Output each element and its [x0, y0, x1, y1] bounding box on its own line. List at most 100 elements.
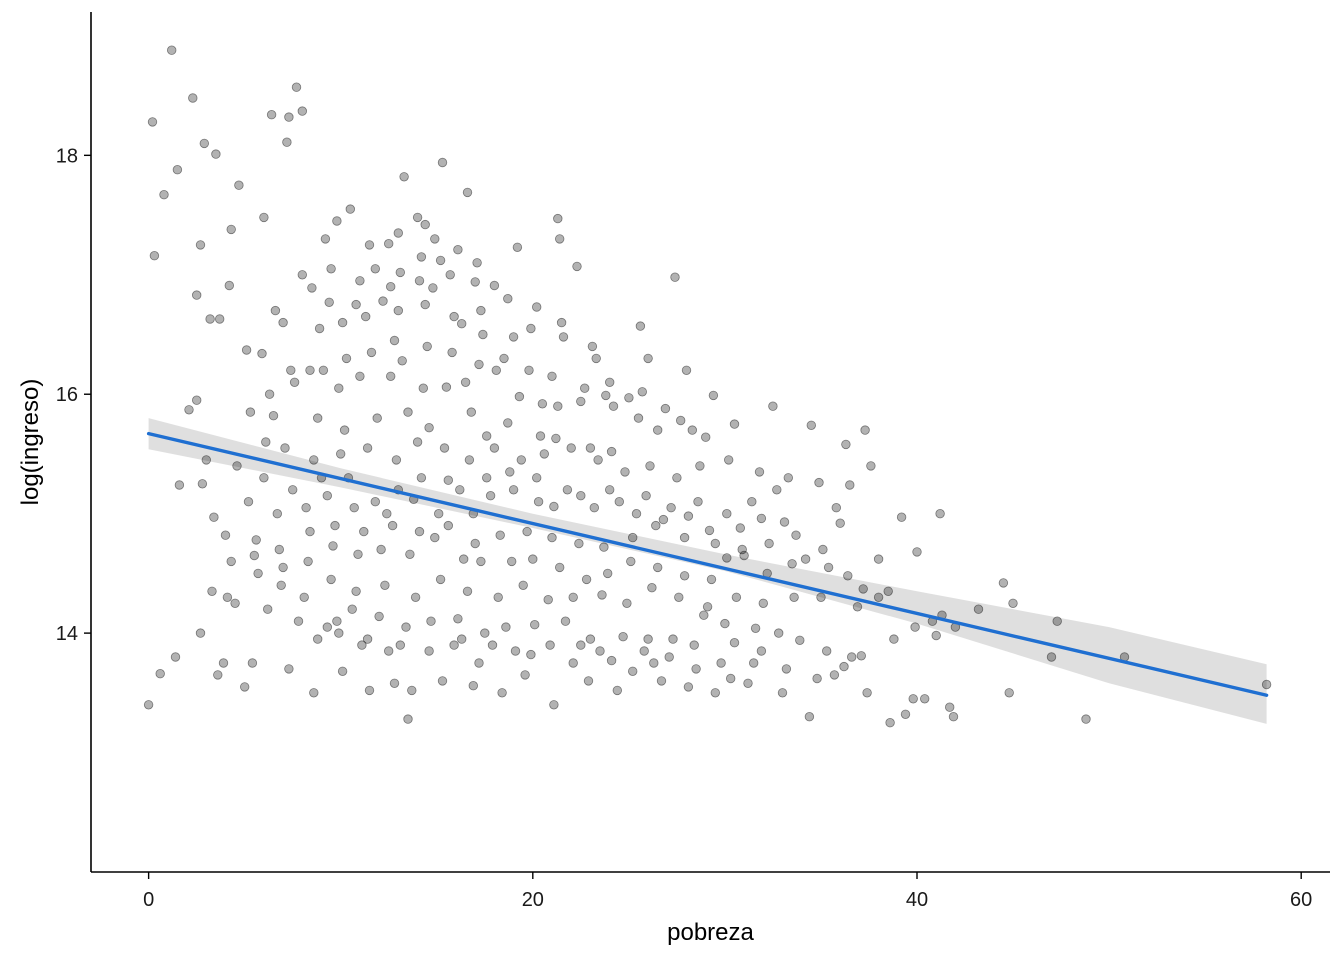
- scatter-point: [416, 473, 427, 483]
- scatter-point: [1046, 652, 1057, 662]
- scatter-point: [693, 497, 703, 507]
- scatter-point: [603, 568, 613, 579]
- x-tick-label: 60: [1290, 889, 1312, 911]
- scatter-point: [566, 443, 576, 453]
- scatter-point: [683, 682, 694, 692]
- scatter-point: [510, 646, 521, 656]
- scatter-point: [576, 396, 586, 407]
- scatter-point: [443, 520, 454, 531]
- scatter-point: [726, 673, 736, 684]
- scatter-point: [441, 382, 452, 392]
- scatter-point: [372, 413, 382, 423]
- scatter-point: [612, 685, 623, 696]
- scatter-point: [920, 694, 930, 704]
- scatter-point: [334, 628, 344, 638]
- scatter-point: [314, 323, 325, 334]
- scatter-point: [651, 520, 661, 531]
- scatter-point: [606, 655, 617, 666]
- scatter-point: [422, 341, 432, 352]
- scatter-point: [777, 688, 788, 698]
- scatter-point: [497, 688, 507, 698]
- scatter-point: [783, 473, 794, 483]
- scatter-point: [293, 616, 304, 626]
- scatter-point: [499, 353, 509, 364]
- scatter-point: [518, 580, 528, 591]
- scatter-point: [412, 437, 423, 447]
- scatter-point: [257, 348, 267, 359]
- scatter-point: [259, 473, 269, 483]
- scatter-point: [309, 688, 319, 698]
- scatter-point: [537, 399, 548, 409]
- scatter-point: [866, 461, 876, 471]
- scatter-point: [318, 365, 329, 376]
- scatter-point: [347, 604, 357, 614]
- scatter-point: [628, 532, 638, 543]
- scatter-point: [699, 610, 709, 620]
- scatter-point: [474, 658, 484, 668]
- scatter-point: [747, 497, 757, 507]
- scatter-point: [672, 473, 682, 483]
- scatter-point: [804, 712, 815, 722]
- scatter-point: [756, 646, 767, 656]
- scatter-point: [593, 455, 603, 465]
- scatter-point: [449, 640, 459, 650]
- scatter-point: [558, 332, 569, 342]
- scatter-point: [386, 371, 396, 382]
- scatter-point: [324, 297, 334, 308]
- scatter-point: [822, 646, 832, 656]
- scatter-point: [710, 688, 721, 698]
- scatter-point: [234, 180, 244, 190]
- scatter-points-layer: [143, 45, 1272, 728]
- x-tick-label: 20: [522, 889, 544, 911]
- scatter-point: [282, 137, 292, 147]
- scatter-point: [259, 212, 269, 223]
- scatter-point: [547, 532, 557, 543]
- scatter-point: [439, 443, 450, 453]
- scatter-point: [387, 520, 398, 531]
- scatter-point: [512, 242, 523, 253]
- scatter-point: [599, 542, 609, 552]
- scatter-point: [445, 270, 455, 280]
- scatter-point: [414, 276, 425, 286]
- scatter-point: [524, 365, 534, 376]
- scatter-point: [326, 574, 336, 585]
- scatter-point: [239, 682, 250, 692]
- scatter-point: [376, 544, 386, 555]
- scatter-point: [291, 82, 302, 92]
- scatter-point: [1004, 688, 1014, 698]
- scatter-point: [299, 592, 309, 603]
- scatter-point: [532, 302, 542, 312]
- scatter-point: [889, 634, 899, 644]
- scatter-point: [455, 485, 465, 495]
- scatter-point: [393, 305, 404, 316]
- scatter-point: [520, 670, 530, 680]
- scatter-point: [605, 485, 615, 495]
- scatter-point: [337, 317, 348, 328]
- scatter-point: [374, 611, 384, 622]
- scatter-point: [583, 676, 594, 686]
- scatter-point: [710, 538, 721, 549]
- scatter-point: [639, 646, 649, 656]
- x-tick-label: 40: [906, 889, 928, 911]
- scatter-point: [361, 311, 371, 322]
- scatter-point: [681, 365, 692, 376]
- scatter-point: [247, 658, 258, 668]
- scatter-point: [576, 640, 586, 650]
- scatter-point: [503, 418, 513, 428]
- scatter-point: [818, 544, 828, 555]
- scatter-point: [143, 700, 154, 710]
- scatter-point: [560, 616, 571, 626]
- scatter-point: [585, 443, 596, 453]
- scatter-point: [847, 652, 857, 662]
- scatter-point: [241, 345, 252, 355]
- scatter-point: [883, 586, 893, 597]
- scatter-point: [756, 513, 767, 524]
- scatter-point: [660, 403, 671, 414]
- scatter-point: [795, 635, 805, 646]
- scatter-point: [562, 485, 573, 495]
- scatter-point: [823, 562, 834, 573]
- scatter-point: [437, 157, 448, 168]
- scatter-point: [716, 658, 726, 668]
- scatter-point: [580, 383, 590, 393]
- scatter-point: [362, 634, 373, 644]
